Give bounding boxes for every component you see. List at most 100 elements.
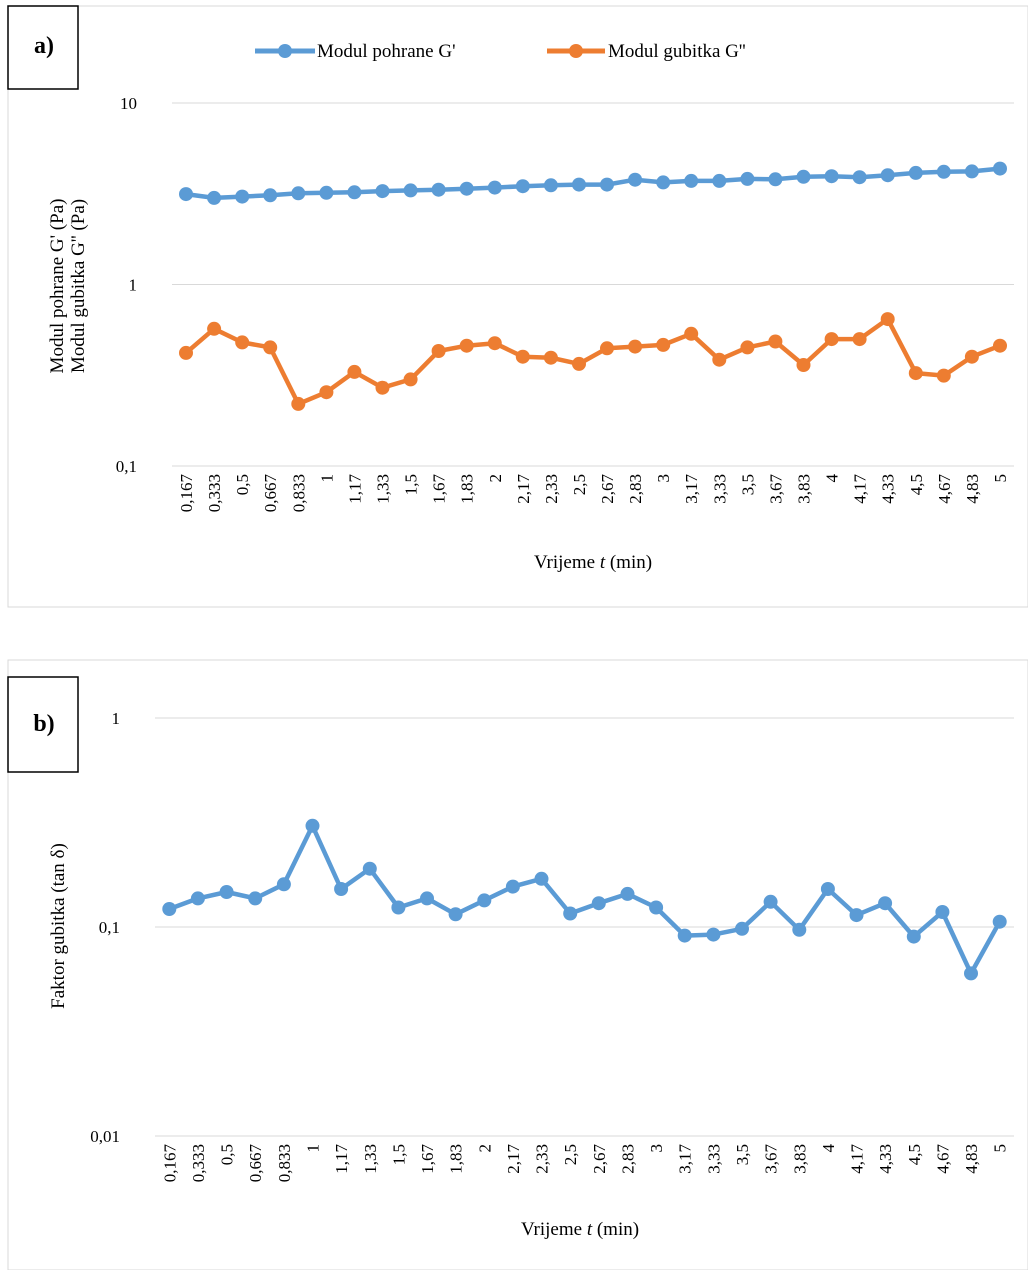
plot-b: 0,01 0,1 1 0,167 0,333 0,5 0,667 0,833 1 1,17 1,33… [90, 709, 1014, 1182]
panel-b-x-tick-label: 4,17 [848, 1144, 867, 1174]
panel-b-series-0-point [849, 908, 864, 923]
panel-a-series-1-point [628, 339, 643, 354]
panel-b-series-0-point [820, 882, 835, 896]
legend-label-loss: Modul gubitka G'' [608, 41, 746, 62]
panel-b-x-tick-label: 2,33 [533, 1144, 552, 1174]
panel-a-series-1-point [403, 372, 418, 387]
panel-a-series-1-point [572, 356, 586, 371]
panel-a-x-tick-label: 1,33 [374, 474, 393, 504]
panel-b-y-tick-label: 1 [112, 709, 121, 728]
panel-a-series-0-point [319, 185, 334, 200]
panel-b-x-tick-label: 1,17 [332, 1144, 351, 1174]
panel-a-x-tick-label: 4,5 [907, 474, 926, 495]
panel-a-label: a) [34, 33, 54, 59]
panel-a-series-1-point [291, 396, 306, 411]
panel-b-x-tick-label: 0,167 [160, 1144, 179, 1183]
panel-a-series-0-point [235, 189, 250, 204]
panel-a-series-0-point [347, 185, 362, 200]
panel-a-series-0-point [263, 188, 278, 203]
panel-a-series-1-point [207, 321, 222, 336]
panel-a-series-0-point [600, 177, 614, 192]
panel-b-series-0-point [677, 928, 692, 943]
panel-a-x-tick-label: 2,83 [626, 474, 645, 504]
panel-b-frame [7, 659, 1028, 1270]
panel-b-x-tick-label: 0,333 [189, 1144, 208, 1182]
panel-a-series-0-point [993, 161, 1007, 176]
panel-b-x-tick-label: 1,33 [361, 1144, 380, 1174]
panel-b-series-0-point [190, 891, 205, 906]
panel-a-x-tick-label: 1,17 [345, 474, 364, 504]
panel-a-series-0-point [796, 169, 811, 184]
panel-b-series-0-point [448, 907, 463, 922]
panel-a-series-0-point [964, 164, 979, 179]
panel-a-series-0-point [375, 184, 390, 199]
panel-a-y-tick-label: 10 [120, 94, 137, 113]
panel-a-x-tick-label: 0,167 [177, 474, 196, 513]
panel-a-x-tick-label: 3,33 [710, 474, 729, 504]
panel-a-series-1-point [179, 345, 193, 360]
panel-b-x-tick-label: 4 [819, 1144, 838, 1153]
panel-a-series-1-line [183, 316, 1003, 407]
panel-a-series-1-point [515, 349, 530, 364]
panel-b-xlabel: Vrijeme t (min) [521, 1219, 639, 1240]
panel-a-x-tick-label: 4,83 [963, 474, 982, 504]
panel-a-series-0-line [183, 166, 1003, 201]
legend-label-storage: Modul pohrane G' [317, 41, 456, 62]
panel-b-x-tick-label: 0,5 [218, 1144, 237, 1165]
panel-b-x-tick-label: 1,5 [389, 1144, 408, 1165]
panel-a-series-1-point [543, 350, 558, 365]
panel-a-series-1-point [375, 380, 390, 395]
panel-b-y-tick-label: 0,01 [90, 1127, 120, 1146]
panel-a-series-0-point [459, 181, 474, 196]
panel-b-series-0-point [534, 871, 549, 886]
panel-a-series-0-point [291, 186, 306, 201]
panel-a-x-tick-label: 1,67 [430, 474, 449, 504]
panel-b-series-0-point [735, 921, 749, 936]
panel-a-x-tick-label: 0,667 [261, 474, 280, 513]
panel-a-series-0-point [880, 168, 895, 183]
panel-a-series-1-point [319, 385, 334, 400]
panel-b-series-0-point [563, 906, 578, 921]
panel-b-x-tick-label: 3 [647, 1144, 666, 1153]
panel-b-series-0-point [591, 896, 606, 911]
panel-a-x-tick-label: 2 [486, 474, 505, 483]
panel-b-series-0-point [362, 861, 377, 876]
panel-a-series-0-point [403, 183, 418, 198]
panel-b-series-0-point [878, 896, 893, 911]
panel-b-x-tick-label: 3,33 [704, 1144, 723, 1174]
panel-a-series-0-point [852, 170, 867, 185]
panel-a-series-1-point [235, 335, 250, 350]
panel-b-x-tick-label: 1,83 [447, 1144, 466, 1174]
panel-a-ylabel-line-1: Modul pohrane G' (Pa) [47, 199, 68, 374]
panel-a-series-1-point [964, 349, 979, 364]
panel-b-series-0-point [305, 818, 320, 833]
panel-a-series-0-point [936, 164, 951, 179]
panel-a-series-1-point [263, 340, 278, 355]
panel-a-series-0-point [543, 178, 558, 193]
panel-a-x-tick-label: 5 [991, 474, 1010, 483]
panel-a-x-tick-label: 4,33 [879, 474, 898, 504]
panel-b-series-0-point [763, 894, 778, 909]
panel-a-series-0-point [684, 173, 699, 188]
panel-b-series-0-point [162, 902, 177, 916]
panel-a-series-0-point [431, 182, 446, 197]
panel-a-x-tick-label: 3 [654, 474, 673, 483]
panel-b-x-tick-label: 4,67 [933, 1144, 952, 1174]
panel-b-x-tick-label: 3,5 [733, 1144, 752, 1165]
panel-a-x-tick-label: 4,67 [935, 474, 954, 504]
panel-a-x-tick-label: 2,5 [570, 474, 589, 495]
panel-a-series-1-point [740, 340, 755, 355]
panel-b-x-tick-label: 1 [303, 1144, 322, 1153]
panel-a-series-1-point [459, 338, 474, 353]
panel-b-x-tick-label: 5 [991, 1144, 1010, 1153]
panel-b-series-0-point [964, 966, 978, 981]
panel-a-series-0-point [712, 173, 727, 188]
plot-a: 0,1 1 10 0,167 0,333 0,5 0,667 0,833 1 1,17 1,33 1,… [116, 94, 1014, 512]
legend-marker-loss [569, 44, 583, 58]
panel-a-series-1-point [684, 326, 699, 341]
panel-a-series-0-point [179, 187, 193, 202]
panel-a-series-1-point [993, 338, 1007, 353]
panel-a-series-0-point [740, 171, 755, 186]
panel-a-x-tick-label: 4 [823, 474, 842, 483]
panel-b-label-box [7, 676, 79, 773]
